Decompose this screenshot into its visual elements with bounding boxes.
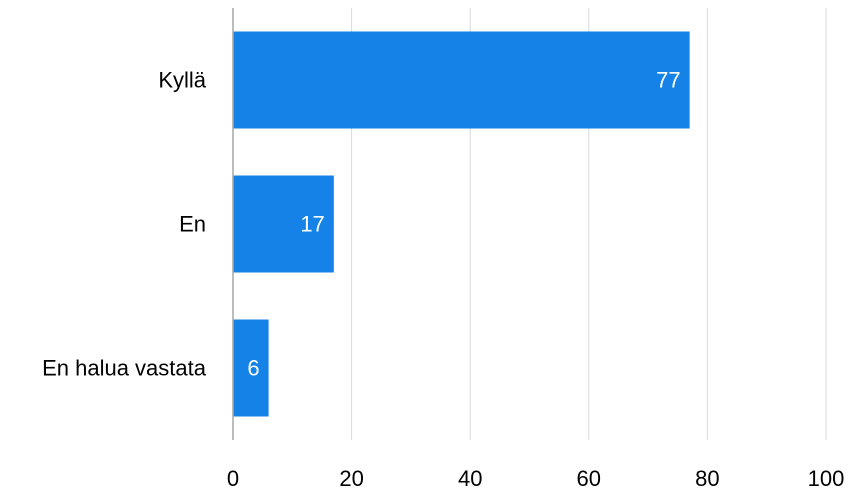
bar-2 (233, 319, 269, 417)
bar-0 (233, 31, 690, 129)
data-label-1: 17 (300, 212, 324, 237)
category-label-2: En halua vastata (42, 356, 207, 381)
x-tick-label-0: 0 (227, 466, 239, 491)
category-labels: Kyllä En En halua vastata (42, 68, 207, 381)
data-labels: 77 17 6 (247, 68, 680, 381)
data-label-0: 77 (656, 68, 680, 93)
x-tick-labels: 0 20 40 60 80 100 (227, 466, 844, 491)
x-tick-label-60: 60 (577, 466, 601, 491)
category-label-0: Kyllä (158, 68, 206, 93)
x-tick-label-20: 20 (339, 466, 363, 491)
bar-1 (233, 175, 334, 273)
data-label-2: 6 (247, 356, 259, 381)
x-tick-label-40: 40 (458, 466, 482, 491)
bars (233, 31, 690, 417)
category-label-1: En (179, 212, 206, 237)
x-tick-label-80: 80 (695, 466, 719, 491)
x-tick-label-100: 100 (808, 466, 845, 491)
